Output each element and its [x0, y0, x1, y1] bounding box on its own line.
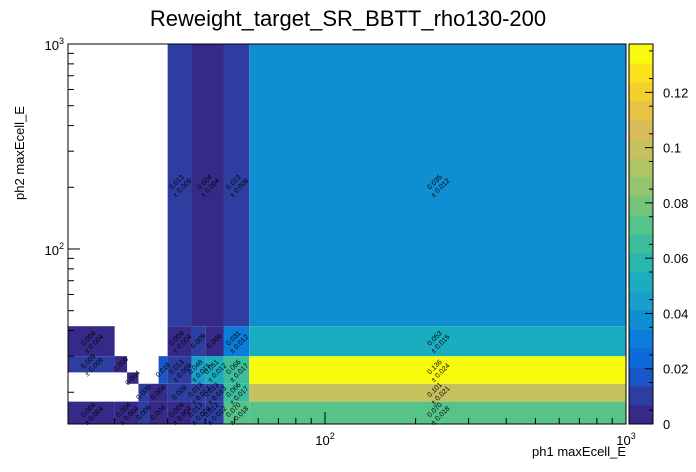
- heatmap-cell: [249, 326, 627, 357]
- heatmap-cell: [223, 401, 250, 424]
- heatmap-cell: [158, 356, 168, 384]
- heatmap-cell: [205, 356, 224, 384]
- heatmap-cell: [167, 401, 192, 424]
- heatmap-cell: [138, 383, 149, 402]
- colorbar-segment: [629, 291, 653, 311]
- colorbar-segment: [629, 367, 653, 387]
- heatmap-cell: [68, 356, 115, 373]
- colorbar-tick-label: 0.02: [663, 362, 688, 377]
- colorbar-segment: [629, 139, 653, 159]
- heatmap-cell: [249, 383, 627, 402]
- colorbar-segment: [629, 253, 653, 273]
- heatmap-cell: [191, 401, 206, 424]
- colorbar-segment: [629, 405, 653, 425]
- heatmap-cell: [127, 372, 139, 384]
- colorbar-tick-label: 0.04: [663, 306, 688, 321]
- colorbar-tick-label: 0.08: [663, 196, 688, 211]
- colorbar-segment: [629, 101, 653, 121]
- heatmap-cells: [68, 44, 627, 424]
- heatmap-cell: [223, 44, 250, 327]
- heatmap-cell: [167, 383, 192, 402]
- colorbar-segment: [629, 158, 653, 178]
- heatmap-cell: [167, 44, 192, 327]
- heatmap-cell: [148, 401, 168, 424]
- heatmap-cell: [205, 401, 224, 424]
- x-axis-label: ph1 maxEcell_E: [532, 444, 626, 459]
- colorbar-segment: [629, 82, 653, 102]
- colorbar-segment: [629, 386, 653, 406]
- heatmap-cell: [205, 383, 224, 402]
- colorbar-tick-label: 0.06: [663, 251, 688, 266]
- colorbar-frame: [628, 43, 654, 425]
- heatmap-cell: [167, 326, 192, 357]
- heatmap-cell: [68, 401, 115, 424]
- colorbar-segment: [629, 177, 653, 197]
- colorbar-segment: [629, 272, 653, 292]
- colorbar: 0 0.02 0.04 0.06 0.08 0.1 0.12: [628, 43, 688, 432]
- heatmap-cell: [249, 356, 627, 384]
- colorbar-segment: [629, 348, 653, 368]
- heatmap-cell: [191, 383, 206, 402]
- y-tick-label: 102: [45, 241, 64, 258]
- heatmap-cell: [223, 383, 250, 402]
- heatmap-cell: [114, 356, 128, 373]
- heatmap-cell: [114, 401, 139, 424]
- y-axis-label: ph2 maxEcell_E: [12, 106, 27, 200]
- heatmap-cell: [191, 356, 206, 384]
- plot-frame: [67, 43, 627, 425]
- heatmap-cell: [249, 401, 627, 424]
- x-tick-label: 103: [616, 431, 635, 448]
- colorbar-tick-label: 0.1: [663, 141, 681, 156]
- heatmap-cell: [68, 326, 115, 357]
- heatmap-cell: [167, 356, 192, 384]
- heatmap-cell: [138, 401, 149, 424]
- heatmap-cell: [223, 326, 250, 357]
- heatmap-cell: [191, 326, 206, 357]
- colorbar-tick-label: 0: [663, 417, 670, 432]
- colorbar-segment: [629, 63, 653, 83]
- chart-title: Reweight_target_SR_BBTT_rho130-200: [149, 6, 547, 31]
- heatmap-cell: [148, 383, 168, 402]
- heatmap-cell: [205, 326, 224, 357]
- heatmap-cell: [191, 44, 224, 327]
- colorbar-segment: [629, 310, 653, 330]
- colorbar-segment: [629, 44, 653, 64]
- colorbar-segment: [629, 234, 653, 254]
- colorbar-segment: [629, 215, 653, 235]
- colorbar-segment: [629, 329, 653, 349]
- axes: 102 103 102 103: [45, 36, 636, 448]
- x-tick-label: 102: [315, 431, 334, 448]
- colorbar-tick-label: 0.12: [663, 85, 688, 100]
- heatmap-cell: [249, 44, 627, 327]
- heatmap-cell: [223, 356, 250, 384]
- colorbar-segment: [629, 196, 653, 216]
- y-tick-label: 103: [45, 36, 64, 53]
- colorbar-segment: [629, 120, 653, 140]
